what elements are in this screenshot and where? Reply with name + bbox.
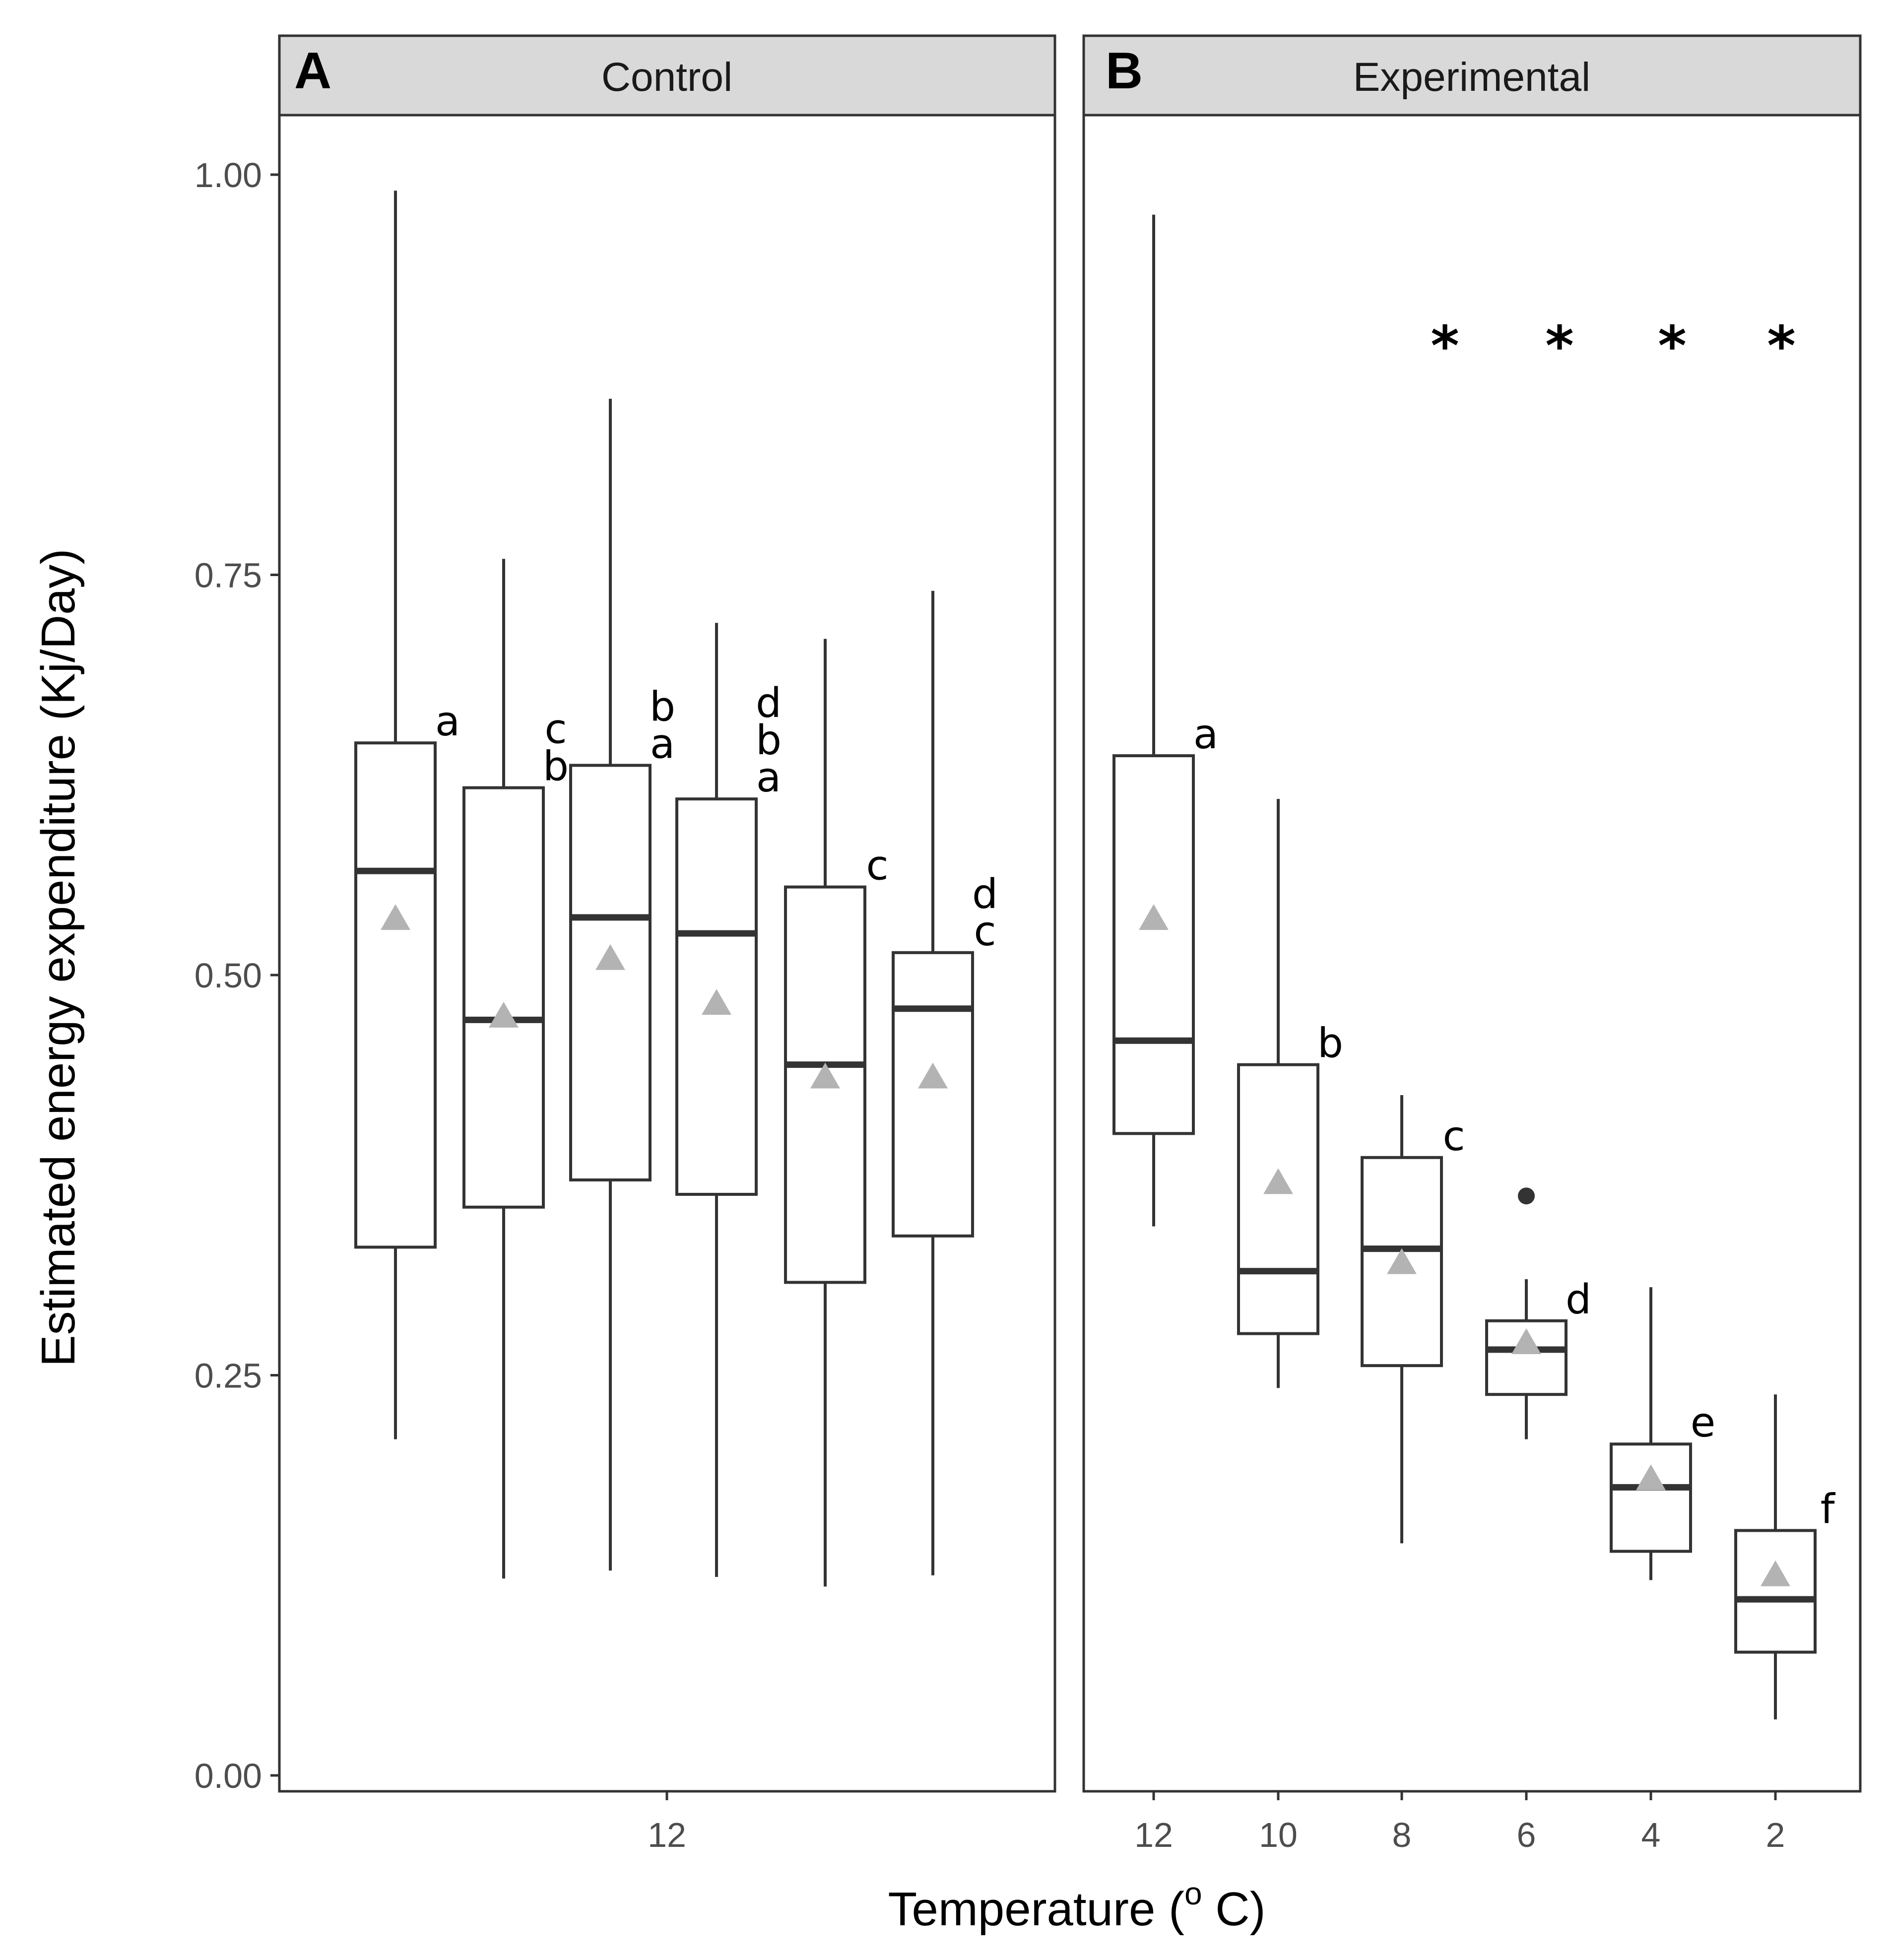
- mean-marker: [1761, 1560, 1790, 1586]
- x-axis: 12 12 10 8 6 4 2: [648, 1791, 1785, 1854]
- box-iqr: [1237, 1063, 1319, 1335]
- panel-a-strip: [278, 34, 1056, 117]
- mean-marker: [489, 1001, 519, 1028]
- x-axis-title: Temperature (o C): [888, 1876, 1265, 1936]
- significance-letter: f: [1821, 1486, 1836, 1533]
- y-axis: 0.00 0.25 0.50 0.75 1.00: [195, 156, 279, 1795]
- x-tick-label: 8: [1392, 1816, 1412, 1854]
- significance-letter: e: [1691, 1399, 1715, 1446]
- panel-b-content: a b c d e f * * * *: [1112, 214, 1836, 1720]
- x-tick-label: 12: [1134, 1816, 1173, 1854]
- y-tick-label: 0.25: [195, 1357, 262, 1395]
- x-axis-title-unit: C): [1202, 1883, 1266, 1936]
- significance-letter: b: [1317, 1020, 1343, 1067]
- significance-star: *: [1658, 314, 1687, 378]
- mean-marker: [595, 944, 625, 970]
- significance-letter: c: [974, 908, 996, 955]
- y-tick-label: 0.00: [195, 1757, 262, 1795]
- x-axis-title-main: Temperature (: [888, 1883, 1184, 1936]
- y-tick-label: 0.50: [195, 956, 262, 995]
- y-axis-title: Estimated energy expenditure (Kj/Day): [32, 549, 85, 1367]
- significance-letter: d: [1566, 1276, 1591, 1323]
- mean-marker: [810, 1062, 840, 1089]
- box-iqr: [354, 741, 437, 1249]
- mean-marker: [918, 1062, 948, 1089]
- box-iqr: [1610, 1442, 1692, 1553]
- x-tick-label: 12: [648, 1816, 686, 1854]
- panel-b-frame: [1082, 114, 1862, 1793]
- x-tick-label: 2: [1766, 1816, 1785, 1854]
- y-tick-label: 1.00: [195, 156, 262, 195]
- mean-marker: [1636, 1464, 1666, 1491]
- significance-letter: a: [756, 754, 781, 801]
- box-iqr: [569, 764, 652, 1181]
- significance-star: *: [1767, 314, 1796, 378]
- mean-marker: [1139, 904, 1169, 930]
- significance-letter: c: [1442, 1113, 1465, 1160]
- box-iqr: [675, 797, 758, 1196]
- significance-letter: a: [1193, 711, 1218, 758]
- significance-letter: c: [866, 843, 888, 890]
- panel-a-letter: A: [294, 42, 331, 100]
- mean-marker: [1511, 1328, 1541, 1354]
- significance-letter: a: [650, 720, 675, 768]
- box-iqr: [462, 786, 545, 1209]
- x-tick-label: 6: [1517, 1816, 1536, 1854]
- significance-star: *: [1431, 314, 1459, 378]
- panel-b-letter: B: [1106, 42, 1143, 100]
- significance-star: *: [1545, 314, 1574, 378]
- significance-letter: a: [435, 698, 460, 745]
- y-tick-label: 0.75: [195, 556, 262, 595]
- mean-marker: [702, 989, 731, 1015]
- box-iqr: [892, 951, 974, 1238]
- significance-letter: d: [756, 680, 782, 727]
- mean-marker: [1387, 1248, 1417, 1274]
- x-axis-title-superscript: o: [1184, 1876, 1202, 1911]
- box-iqr: [1734, 1529, 1817, 1654]
- outlier-point: [1518, 1187, 1535, 1205]
- significance-letter: b: [543, 743, 569, 790]
- panel-b-strip: [1082, 34, 1862, 117]
- significance-letter: b: [756, 717, 782, 764]
- significance-letter: d: [972, 871, 998, 918]
- significance-letter: c: [544, 706, 567, 753]
- panel-a-title: Control: [601, 55, 732, 100]
- mean-marker: [1263, 1168, 1293, 1194]
- significance-letter: b: [650, 683, 675, 730]
- x-tick-label: 10: [1259, 1816, 1298, 1854]
- x-tick-label: 4: [1641, 1816, 1661, 1854]
- panel-b-title: Experimental: [1353, 55, 1591, 100]
- mean-marker: [381, 904, 410, 930]
- box-iqr: [1112, 754, 1195, 1135]
